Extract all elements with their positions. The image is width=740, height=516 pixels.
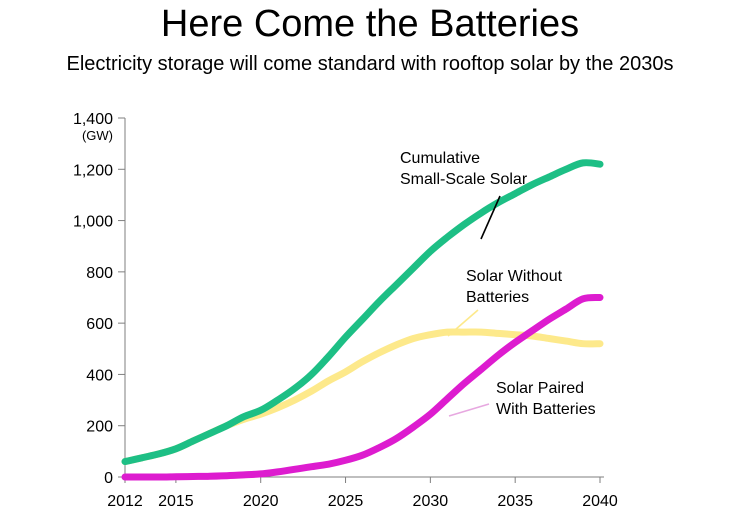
annotation-line: Small-Scale Solar: [400, 171, 528, 188]
x-tick-label: 2015: [158, 493, 194, 510]
annotation-line: Batteries: [466, 289, 529, 306]
y-tick-label: 0: [104, 470, 113, 487]
series-line-cumulative-small-scale-solar: [121, 159, 604, 466]
chart-annotations: Cumulative Small-Scale Solar Solar Without…: [400, 150, 596, 418]
annotation-solar-paired-with-batteries: Solar Paired With Batteries: [496, 380, 596, 418]
chart-title: Here Come the Batteries: [160, 3, 580, 45]
y-tick-label: 1,000: [73, 214, 113, 231]
annotation-leader-solar-without-batteries: [447, 309, 479, 337]
annotation-leader-solar-paired-with-batteries: [448, 403, 490, 417]
annotation-line: With Batteries: [496, 401, 596, 418]
y-unit-label: (GW): [82, 128, 113, 143]
y-tick-label: 1,400: [73, 111, 113, 128]
annotation-leader-cumulative-small-scale-solar: [480, 195, 501, 240]
y-tick-label: 200: [86, 419, 113, 436]
y-tick-label: 400: [86, 367, 113, 384]
annotation-line: Solar Without: [466, 268, 563, 285]
chart-subtitle: Electricity storage will come standard w…: [66, 53, 674, 75]
chart-series: [121, 159, 604, 481]
x-tick-label: 2035: [497, 493, 533, 510]
y-tick-label: 600: [86, 316, 113, 333]
annotation-line: Cumulative: [400, 150, 480, 167]
y-tick-label: 800: [86, 265, 113, 282]
chart-axes: 0 200 400 600 800 1,000 1,200 1,400(GW) 2012 2015…: [73, 111, 618, 510]
annotation-line: Solar Paired: [496, 380, 584, 397]
x-tick-label: 2025: [328, 493, 364, 510]
x-tick-label: 2030: [413, 493, 449, 510]
x-tick-label: 2012: [107, 493, 143, 510]
series-line-solar-paired-with-batteries: [121, 293, 604, 481]
chart-annotation-leaders: [447, 195, 501, 417]
y-tick-label: 1,200: [73, 162, 113, 179]
annotation-cumulative-small-scale-solar: Cumulative Small-Scale Solar: [400, 150, 528, 188]
x-tick-label: 2020: [243, 493, 279, 510]
x-tick-label: 2040: [582, 493, 618, 510]
annotation-solar-without-batteries: Solar Without Batteries: [466, 268, 563, 306]
